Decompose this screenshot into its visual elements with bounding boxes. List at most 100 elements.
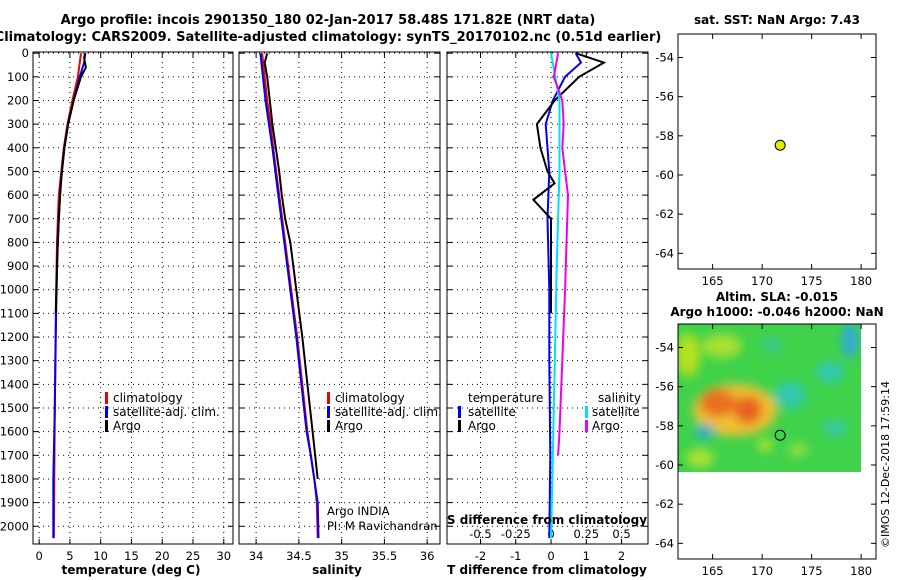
y-tick-label: 100 — [7, 70, 29, 84]
x-tick-label: 35 — [334, 549, 349, 563]
y-tick-label: 1300 — [0, 354, 29, 368]
map-x-tick-label: 165 — [702, 274, 724, 288]
map-y-tick-label: -56 — [655, 380, 674, 394]
difference-series — [531, 52, 607, 539]
map-y-tick-label: -54 — [655, 51, 674, 65]
legend-label-t-satellite: satellite — [468, 405, 516, 419]
temperature-plot-frame — [32, 51, 234, 545]
y-tick-label: 0 — [22, 46, 29, 60]
map-x-tick-label: 180 — [850, 274, 872, 288]
y-tick-label: 300 — [7, 117, 29, 131]
x-tick-label: 0 — [547, 549, 554, 563]
sla-blob — [734, 396, 762, 424]
legend-swatch-s-argo — [585, 420, 588, 432]
legend-swatch-argo — [327, 420, 330, 432]
legend-label-s-argo: Argo — [592, 419, 620, 433]
argo-position-marker — [774, 139, 786, 151]
sst-map-points — [774, 139, 786, 151]
map-y-tick-label: -58 — [655, 129, 674, 143]
legend-swatch-climatology — [105, 392, 108, 404]
x2-tick-label: 0.5 — [612, 527, 630, 541]
argo-position-marker — [774, 429, 786, 441]
y-tick-label: 1400 — [0, 377, 29, 391]
series-line-salinity-argo — [552, 53, 570, 456]
y-tick-label: 1600 — [0, 425, 29, 439]
x-tick-label: 20 — [155, 549, 170, 563]
map-y-tick-label: -56 — [655, 90, 674, 104]
sla-blob — [762, 339, 782, 351]
sla-blob — [702, 334, 742, 358]
legend-swatch-s-satellite — [585, 406, 588, 418]
series-line-climatology — [261, 53, 319, 539]
annotation-pi: PI: M Ravichandran — [327, 519, 438, 533]
legend-label-t-argo: Argo — [468, 419, 496, 433]
series-line-argo — [263, 52, 319, 480]
temperature-ticks: 0 5 10 15 20 25 300100200300400500600700800900… — [0, 46, 233, 563]
sla-blob — [788, 443, 808, 457]
y-tick-label: 1500 — [0, 401, 29, 415]
y-tick-label: 2000 — [0, 519, 29, 533]
salinity-plot-frame — [238, 51, 441, 545]
sla-blob — [678, 333, 700, 377]
figure-title-line2: Climatology: CARS2009. Satellite-adjuste… — [0, 30, 661, 45]
sla-blob — [757, 439, 773, 451]
difference-ticks: -2 -1 0 1 2-0.5 -0.25 0 0.25 0.5 — [447, 52, 648, 563]
legend-label-satellite: satellite-adj. clim. — [335, 405, 442, 419]
salinity-series — [259, 52, 320, 539]
map-x-tick-label: 175 — [801, 274, 823, 288]
legend-title-temperature: temperature — [468, 391, 543, 405]
y-tick-label: 1700 — [0, 448, 29, 462]
map-y-tick-label: -62 — [655, 497, 674, 511]
map-y-tick-label: -64 — [655, 246, 674, 260]
temperature-difference-xlabel: T difference from climatology — [447, 563, 647, 577]
sst-title: sat. SST: NaN Argo: 7.43 — [694, 13, 860, 27]
x-tick-label: 0 — [35, 549, 42, 563]
x-tick-label: 25 — [186, 549, 201, 563]
y-tick-label: 800 — [7, 235, 29, 249]
legend-label-argo: Argo — [113, 419, 141, 433]
map-y-tick-label: -62 — [655, 207, 674, 221]
figure-title-line1: Argo profile: incois 2901350_180 02-Jan-… — [61, 13, 596, 28]
x-tick-label: 15 — [124, 549, 139, 563]
difference-gridlines — [447, 52, 648, 544]
legend-label-satellite: satellite-adj. clim. — [113, 405, 220, 419]
sla-heatmap — [678, 324, 861, 472]
map-y-tick-label: -60 — [655, 168, 674, 182]
map-x-tick-label: 180 — [850, 564, 872, 578]
temperature-panel: 0 5 10 15 20 25 300100200300400500600700800900… — [0, 46, 234, 577]
sst-map-frame — [677, 33, 877, 270]
y-tick-label: 200 — [7, 93, 29, 107]
salinity-legend: climatology satellite-adj. clim. Argo — [327, 391, 442, 433]
salinity-panel: 34 34.5 35 35.5 36 salinity climatology sate… — [238, 51, 442, 577]
y-tick-label: 500 — [7, 164, 29, 178]
x-tick-label: 30 — [216, 549, 231, 563]
map-y-tick-label: -60 — [655, 458, 674, 472]
annotation-institution: Argo INDIA — [327, 504, 390, 518]
salinity-ticks: 34 34.5 35 35.5 36 — [239, 52, 440, 563]
difference-panel: -2 -1 0 1 2-0.5 -0.25 0 0.25 0.5 S difference fr… — [446, 51, 649, 577]
x2-tick-label: -0.25 — [501, 527, 531, 541]
temperature-xlabel: temperature (deg C) — [62, 563, 201, 577]
y-tick-label: 1100 — [0, 306, 29, 320]
legend-label-climatology: climatology — [335, 391, 405, 405]
y-tick-label: 1900 — [0, 496, 29, 510]
sla-title: Altim. SLA: -0.015 — [716, 290, 838, 304]
legend-title-salinity: salinity — [598, 391, 641, 405]
x-tick-label: 34.5 — [286, 549, 312, 563]
map-x-tick-label: 165 — [702, 564, 724, 578]
temperature-series — [52, 52, 87, 539]
series-line-temperature-satellite — [544, 52, 583, 539]
sla-blob — [823, 420, 847, 436]
sla-blob — [842, 324, 858, 358]
sla-blob — [774, 382, 806, 408]
x-tick-label: 36 — [420, 549, 435, 563]
temperature-gridlines — [33, 52, 233, 544]
map-y-tick-label: -64 — [655, 536, 674, 550]
salinity-difference-xlabel: S difference from climatology — [447, 513, 647, 527]
map-y-tick-label: -54 — [655, 341, 674, 355]
sla-map-frame — [677, 323, 877, 560]
legend-label-climatology: climatology — [113, 391, 183, 405]
legend-label-s-satellite: satellite — [592, 405, 640, 419]
y-tick-label: 400 — [7, 141, 29, 155]
